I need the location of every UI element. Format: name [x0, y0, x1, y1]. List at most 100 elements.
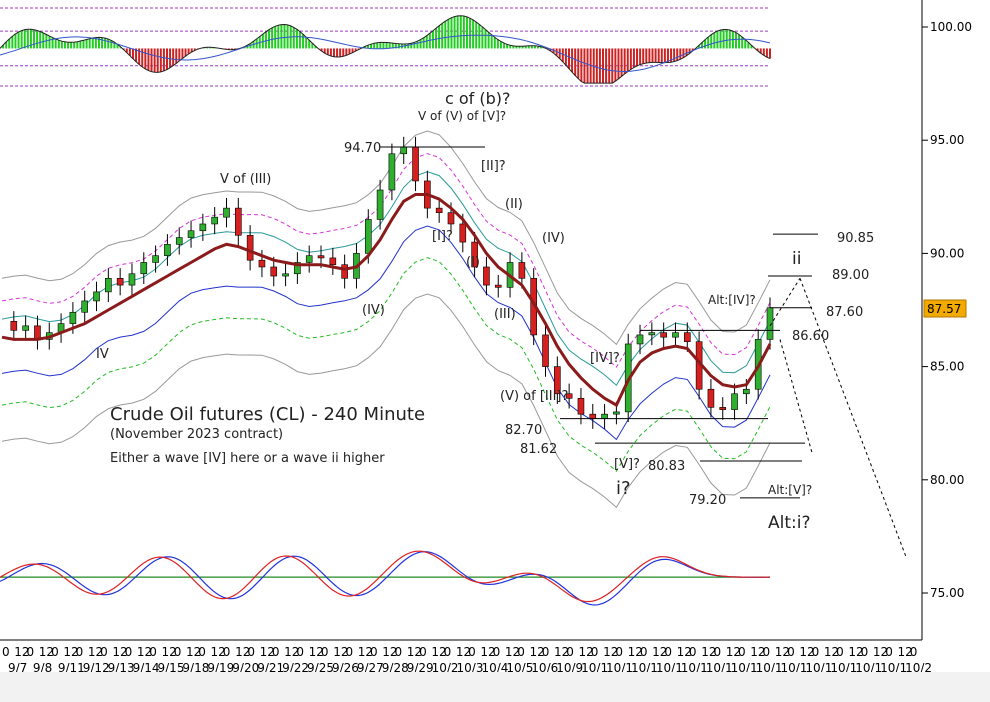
price-label-box — [923, 299, 967, 318]
band-blue — [1, 225, 771, 441]
x-hour-label: 12 — [677, 645, 692, 659]
candle-down — [565, 393, 573, 399]
x-date-label: 9/29 — [407, 661, 434, 675]
candle-up — [81, 300, 89, 313]
x-date-label: 10/1 — [706, 661, 733, 675]
x-date-label: 10/9 — [556, 661, 583, 675]
x-date-label: 10/1 — [780, 661, 807, 675]
projection-down — [799, 278, 907, 557]
candle-down — [518, 262, 526, 279]
candle-down — [116, 278, 124, 286]
candle-down — [589, 413, 597, 419]
x-hour-label: 12 — [628, 645, 643, 659]
x-hour-label: 0 — [910, 645, 918, 659]
x-hour-label: 12 — [750, 645, 765, 659]
band-lower-dashed — [1, 257, 771, 472]
x-hour-label: 12 — [358, 645, 373, 659]
label-v-of-iii: V of (III) — [220, 172, 271, 187]
x-hour-label: 12 — [407, 645, 422, 659]
bottom-strip — [0, 672, 990, 702]
x-date-label: 9/22 — [282, 661, 309, 675]
label-iv: IV — [96, 347, 109, 362]
candle-up — [187, 230, 195, 238]
candle-down — [719, 407, 727, 410]
candle-up — [22, 325, 29, 331]
y-tick-label: 90.00 — [930, 246, 964, 260]
label-alt-iv: Alt:[IV]? — [708, 293, 756, 307]
x-hour-label: 0 — [493, 645, 501, 659]
label-8900: 89.00 — [832, 268, 869, 283]
x-hour-label: 12 — [480, 645, 495, 659]
x-hour-label: 12 — [824, 645, 839, 659]
candle-down — [10, 321, 18, 331]
x-date-label: 10/5 — [506, 661, 533, 675]
y-axis-ticks: 100.00 95.00 90.00 85.00 80.00 75.00 — [922, 20, 972, 600]
x-hour-label: 12 — [186, 645, 201, 659]
label-wave-ii: (II) — [505, 197, 523, 212]
x-date-label: 10/1 — [880, 661, 907, 675]
oscillator-signal-line — [0, 34, 771, 73]
candle-down — [447, 212, 455, 225]
x-date-label: 9/11 — [58, 661, 85, 675]
candle-down — [246, 234, 254, 261]
label-8660: 86.60 — [792, 329, 829, 344]
chart-title: Crude Oil futures (CL) - 240 Minute — [110, 404, 425, 425]
x-hour-label: 12 — [211, 645, 226, 659]
x-date-label: 10/4 — [481, 661, 508, 675]
x-date-label: 9/8 — [33, 661, 52, 675]
label-wave-iv-q: [IV]? — [590, 351, 620, 366]
x-date-label: 9/21 — [257, 661, 284, 675]
x-hour-label: 12 — [39, 645, 54, 659]
x-hour-label: 12 — [701, 645, 716, 659]
moving-average-line — [1, 193, 772, 408]
candle-down — [660, 332, 667, 338]
top-oscillator — [0, 7, 771, 87]
candle-up — [766, 307, 774, 340]
candle-up — [223, 207, 230, 218]
x-hour-label: 0 — [615, 645, 623, 659]
candle-up — [400, 146, 408, 155]
band-outer-lower — [1, 293, 771, 509]
candle-up — [199, 223, 207, 232]
candle-up — [175, 237, 183, 245]
x-hour-label: 12 — [260, 645, 275, 659]
x-hour-label: 0 — [125, 645, 133, 659]
x-date-label: 10/3 — [457, 661, 484, 675]
candle-up — [164, 244, 171, 256]
x-date-label: 10/1 — [855, 661, 882, 675]
band-outer-upper — [1, 130, 771, 346]
x-hour-label: 0 — [861, 645, 869, 659]
x-hour-label: 0 — [885, 645, 893, 659]
candle-down — [34, 325, 41, 340]
x-hour-label: 0 — [321, 645, 329, 659]
x-hour-label: 12 — [309, 645, 324, 659]
x-date-label: 9/15 — [158, 661, 185, 675]
x-hour-label: 0 — [370, 645, 378, 659]
y-tick-label: 100.00 — [930, 20, 972, 34]
candle-down — [494, 284, 502, 288]
candle-up — [613, 411, 620, 415]
candle-up — [636, 334, 644, 345]
label-7920: 79.20 — [689, 493, 726, 508]
x-hour-label: 12 — [456, 645, 471, 659]
candle-up — [128, 273, 136, 286]
candle-down — [542, 334, 549, 367]
x-hour-label: 12 — [235, 645, 250, 659]
x-hour-label: 0 — [51, 645, 59, 659]
label-wave-i: (I) — [466, 255, 480, 270]
x-hour-label: 0 — [198, 645, 206, 659]
x-hour-label: 12 — [529, 645, 544, 659]
candle-up — [648, 332, 656, 336]
x-hour-label: 0 — [174, 645, 182, 659]
x-hour-label: 0 — [444, 645, 452, 659]
x-date-label: 10/2 — [905, 661, 932, 675]
projection-alt — [779, 339, 813, 453]
label-8083: 80.83 — [648, 459, 685, 474]
label-v-of-v: V of (V) of [V]? — [418, 109, 506, 123]
x-hour-label: 0 — [468, 645, 476, 659]
x-date-label: 10/6 — [531, 661, 558, 675]
label-wave-iv-a: (IV) — [542, 231, 565, 246]
candle-down — [683, 332, 691, 342]
